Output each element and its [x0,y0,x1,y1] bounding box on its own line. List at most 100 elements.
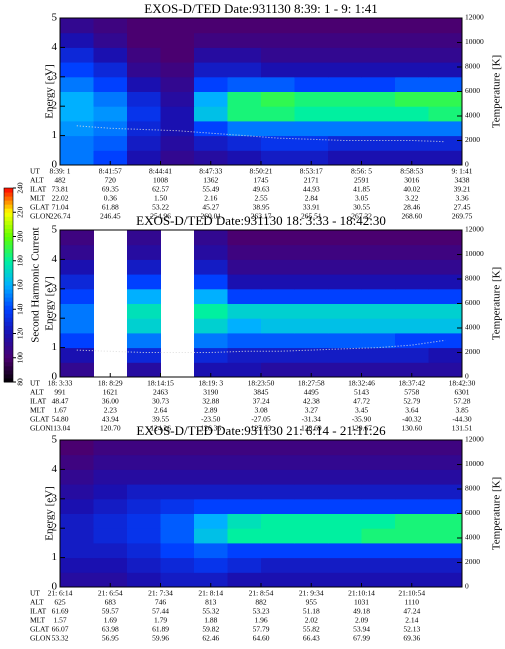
heatmap-cell [294,150,329,166]
ephemeris-value: 62.57 [152,185,169,194]
heatmap-cell [160,440,195,456]
ephemeris-value: 53.23 [253,607,270,616]
ephemeris-value: 3190 [203,388,218,397]
heatmap-cell [361,135,396,151]
ephemeris-value: 55.32 [202,607,219,616]
heatmap-cell [361,362,396,378]
heatmap-cell [361,76,396,92]
colorbar-step [4,285,13,290]
heatmap-cell [361,303,396,319]
heatmap-cell [60,498,94,514]
y2-axis-label: Temperature [K] [491,477,503,550]
heatmap-cell [261,347,295,363]
ephemeris-label: ALT [30,176,44,185]
heatmap-cell [227,513,262,529]
ephemeris-value: 36.00 [102,397,119,406]
colorbar-step [4,325,13,330]
heatmap-cell [261,332,295,349]
colorbar-step [4,264,13,270]
heatmap-cell [127,572,161,588]
ephemeris-value: 113.04 [50,424,71,433]
ephemeris-value: 267.22 [351,212,372,221]
ephemeris-value: 1008 [153,176,168,185]
heatmap-cell [60,303,94,319]
y2-tick-label: 12000 [465,225,484,234]
heatmap-cell [194,274,228,290]
ephemeris-value: 2.89 [204,406,217,415]
heatmap-cell [261,62,295,78]
heatmap-cell [194,484,228,500]
ephemeris-value: 2.16 [204,194,217,203]
heatmap-cell [194,259,228,275]
heatmap-cell [361,484,396,500]
heatmap-cell [395,318,429,334]
heatmap-cell [328,76,362,92]
heatmap-cell [428,274,463,290]
ephemeris-value: 131.51 [452,424,473,433]
ephemeris-value: 73.81 [52,185,69,194]
colorbar-step [4,188,13,193]
heatmap-cell [60,484,94,500]
y2-tick-label: 0 [465,160,469,169]
heatmap-cell [127,91,161,107]
ephemeris-label: MLT [30,194,46,203]
ephemeris-value: 260.01 [200,212,221,221]
colorbar-tick-label: 220 [16,206,25,218]
ephemeris-value: 38.95 [253,203,270,212]
heatmap-cell [127,528,161,544]
heatmap-cell [361,454,396,470]
y2-tick-label: 10000 [465,37,484,46]
ephemeris-value: 3.36 [455,194,468,203]
heatmap-cell [194,32,228,48]
ephemeris-label: GLON [30,212,51,221]
heatmap-cell [395,135,429,151]
heatmap-cell [261,91,295,107]
heatmap-cell [261,513,295,529]
ephemeris-value: 18:27:58 [298,379,325,388]
heatmap-cell [428,32,463,48]
ephemeris-value: 61.89 [152,625,169,634]
heatmap-cell [294,454,329,470]
ephemeris-value: 625 [54,598,66,607]
heatmap-cell [328,47,362,63]
heatmap-cell [93,469,128,485]
colorbar-step [4,268,13,274]
heatmap-cell [60,362,94,378]
heatmap-cell [93,76,128,92]
ephemeris-value: 3.05 [355,194,368,203]
ephemeris-value: 33.91 [303,203,320,212]
heatmap-cell [127,106,161,122]
heatmap-cell [127,362,161,378]
ephemeris-value: 21: 8:14 [198,589,223,598]
ephemeris-value: 57.28 [454,397,471,406]
ephemeris-value: 18:23:50 [248,379,275,388]
y2-tick-label: 0 [465,372,469,381]
heatmap-cell [227,274,262,290]
heatmap-cell [60,244,94,260]
ephemeris-value: 71.04 [52,203,69,212]
colorbar-step [4,240,13,246]
ephemeris-value: 1.88 [204,616,217,625]
heatmap-cell [361,542,396,559]
heatmap-cell [227,454,262,470]
colorbar-step [4,204,13,209]
colorbar-label: Second Harmonic Current [30,227,42,342]
heatmap-cell [194,498,228,514]
heatmap-cell [328,274,362,290]
y2-tick-label: 4000 [465,533,480,542]
ephemeris-value: 49.63 [253,185,270,194]
colorbar-step [4,224,13,229]
ephemeris-value: 62.46 [202,634,219,643]
heatmap-cell [294,347,329,363]
ephemeris-value: 18: 3:33 [48,379,73,388]
ephemeris-label: GLON [30,634,51,643]
heatmap-cell [127,47,161,63]
heatmap-cell [160,469,195,485]
heatmap-cell [60,572,94,588]
heatmap-cell [294,542,329,559]
heatmap-cell [261,528,295,544]
heatmap-cell [194,528,228,544]
ephemeris-label: ALT [30,598,44,607]
heatmap-cell [395,120,429,137]
heatmap-cell [328,347,362,363]
